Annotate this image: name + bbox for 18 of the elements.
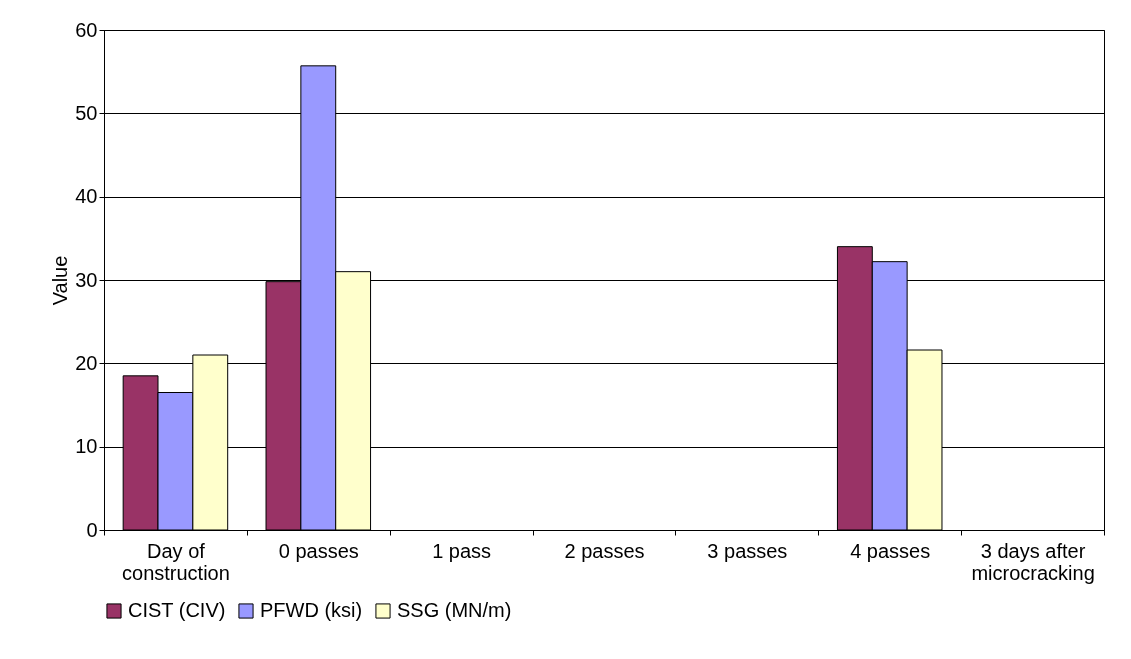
y-tick-label: 30 (75, 268, 98, 291)
x-tick-label: 3 days after microcracking (971, 539, 1095, 584)
y-tick-label: 50 (75, 101, 98, 124)
x-tick-label: 4 passes (850, 539, 931, 562)
y-tick-label: 20 (75, 351, 98, 374)
y-tick-label: 10 (75, 435, 98, 458)
x-tick-label: 3 passes (707, 539, 788, 562)
y-tick-label: 40 (75, 185, 98, 208)
x-tick-label: Day of construction (122, 539, 230, 584)
y-tick-label: 60 (75, 18, 98, 41)
x-tick-label: 1 pass (432, 539, 492, 562)
legend-label: SSG (MN/m) (397, 599, 512, 621)
x-tick-label: 2 passes (564, 539, 645, 562)
legend-label: CIST (CIV) (128, 599, 226, 621)
legend-label: PFWD (ksi) (260, 599, 363, 621)
y-tick-label: 0 (86, 518, 98, 541)
x-tick-label: 0 passes (278, 539, 359, 562)
y-axis-title: Value (49, 255, 72, 306)
